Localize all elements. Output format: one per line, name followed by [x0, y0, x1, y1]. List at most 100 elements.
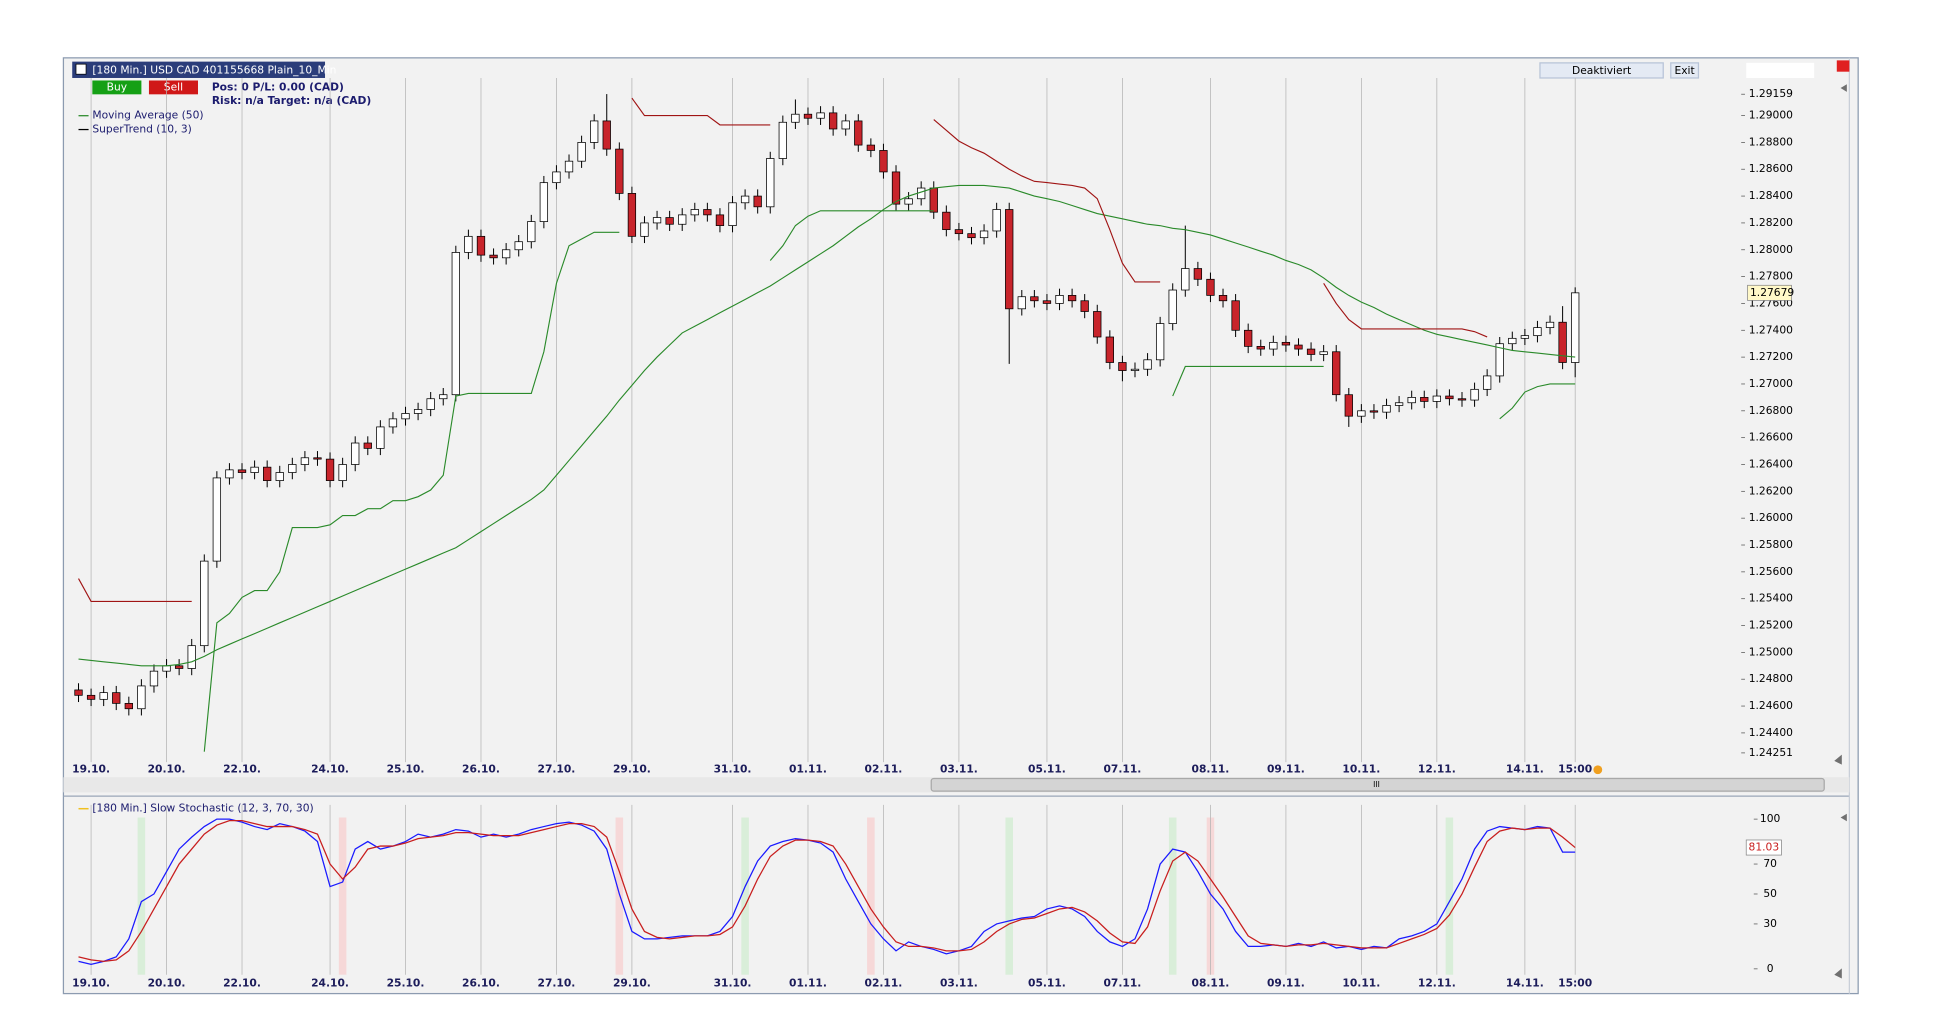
x-tick-label: 05.11. [1028, 977, 1066, 990]
y-tick-label: 1.27400 [1749, 323, 1793, 336]
x-tick-label: 12.11. [1418, 977, 1456, 990]
scrollbar-grip[interactable]: III [1373, 780, 1380, 789]
candle-body [1130, 368, 1140, 371]
y-tick-label: 1.28600 [1749, 162, 1793, 175]
status-label[interactable]: Deaktiviert [1572, 64, 1631, 77]
candle-body [1193, 268, 1203, 280]
candle-body [1470, 388, 1479, 401]
candle-body [791, 113, 800, 123]
candle-body [1332, 351, 1341, 396]
candle-body [1382, 405, 1391, 413]
candle-body [212, 477, 222, 562]
x-tick-label: 10.11. [1342, 977, 1380, 990]
y-tick-label: 1.29159 [1749, 87, 1793, 100]
x-tick-label: 27.10. [538, 977, 576, 990]
candle-body [1281, 341, 1291, 346]
candle-body [426, 398, 435, 410]
y-tick-label: 70 [1763, 857, 1777, 870]
x-tick-label: 08.11. [1192, 763, 1230, 776]
x-tick-label: 14.11. [1506, 977, 1544, 990]
scrollbar-thumb[interactable] [930, 777, 1825, 792]
x-tick-label: 26.10. [462, 977, 500, 990]
supertrend-upper [78, 97, 1488, 603]
x-tick-label: 01.11. [789, 763, 827, 776]
candle-body [112, 692, 121, 704]
buy-label[interactable]: Buy [107, 80, 127, 93]
x-tick-label: 20.10. [148, 763, 186, 776]
candle-body [388, 418, 398, 428]
y-tick-label: 1.26400 [1749, 457, 1793, 470]
candle-body [250, 466, 259, 473]
y-tick-label: 1.27200 [1749, 350, 1793, 363]
candle-body [1017, 296, 1026, 310]
x-tick-label: 25.10. [387, 763, 425, 776]
x-tick-label: 19.10. [72, 763, 110, 776]
candle-body [1394, 402, 1404, 406]
sell-button[interactable] [148, 80, 198, 95]
signal-band [867, 817, 875, 975]
candle-body [275, 472, 284, 481]
session-icon [1593, 765, 1603, 775]
candle-body [1155, 323, 1165, 361]
candle-body [225, 469, 234, 479]
exit-label[interactable]: Exit [1674, 64, 1694, 77]
candle-body [351, 442, 360, 465]
x-tick-label: 07.11. [1103, 763, 1141, 776]
signal-band [338, 817, 347, 975]
candle-body [552, 171, 561, 184]
exit-button[interactable] [1670, 62, 1700, 79]
candle-body [1181, 268, 1190, 291]
close-icon[interactable] [1836, 60, 1850, 72]
candle-body [967, 233, 976, 239]
sell-label[interactable]: Sell [164, 80, 183, 93]
x-tick-label: 12.11. [1418, 763, 1456, 776]
signal-band [1168, 817, 1177, 975]
x-tick-label: 08.11. [1192, 977, 1230, 990]
candle-body [803, 113, 813, 119]
candle-body [1520, 335, 1530, 339]
stochastic-line [78, 818, 1576, 966]
y-tick-label: 1.26000 [1749, 511, 1793, 524]
status-button[interactable] [1539, 62, 1664, 79]
candle-body [300, 457, 310, 465]
candle-body [1143, 359, 1152, 370]
candle-body [1344, 394, 1353, 417]
title-icon [75, 63, 87, 75]
buy-button[interactable] [92, 80, 142, 95]
candle-body [539, 182, 549, 222]
candle-body [728, 202, 737, 226]
candle-body [237, 469, 247, 473]
candle-body [187, 645, 196, 669]
candle-body [766, 158, 775, 208]
candle-body [1533, 327, 1542, 337]
y-tick-label: 1.25400 [1749, 592, 1793, 605]
x-tick-label: 01.11. [789, 977, 827, 990]
candle-body [1269, 341, 1278, 350]
candle-body [740, 195, 750, 204]
x-tick-label: 05.11. [1028, 763, 1066, 776]
candle-body [979, 230, 989, 239]
candle-body [376, 426, 385, 449]
title-bar [72, 61, 326, 78]
candle-body [99, 692, 108, 700]
candle-body [1319, 351, 1328, 355]
panel-title: [180 Min.] Slow Stochastic (12, 3, 70, 3… [92, 802, 313, 815]
y-tick-label: 1.25800 [1749, 538, 1793, 551]
candle-body [527, 221, 536, 243]
candle-body [590, 120, 599, 143]
y-tick-label: 1.25600 [1749, 565, 1793, 578]
candle-body [942, 211, 951, 231]
y-tick-label: 1.28800 [1749, 135, 1793, 148]
candle-body [652, 217, 662, 224]
candle-body [690, 209, 699, 216]
candle-body [1407, 397, 1416, 404]
candle-body [1067, 295, 1077, 302]
x-tick-label: 09.11. [1267, 763, 1305, 776]
candle-body [904, 198, 913, 205]
candle-body [866, 144, 876, 151]
candle-body [1105, 336, 1114, 363]
input-box[interactable] [1746, 62, 1815, 78]
supertrend-lower [203, 210, 1576, 752]
candle-body [501, 249, 511, 259]
